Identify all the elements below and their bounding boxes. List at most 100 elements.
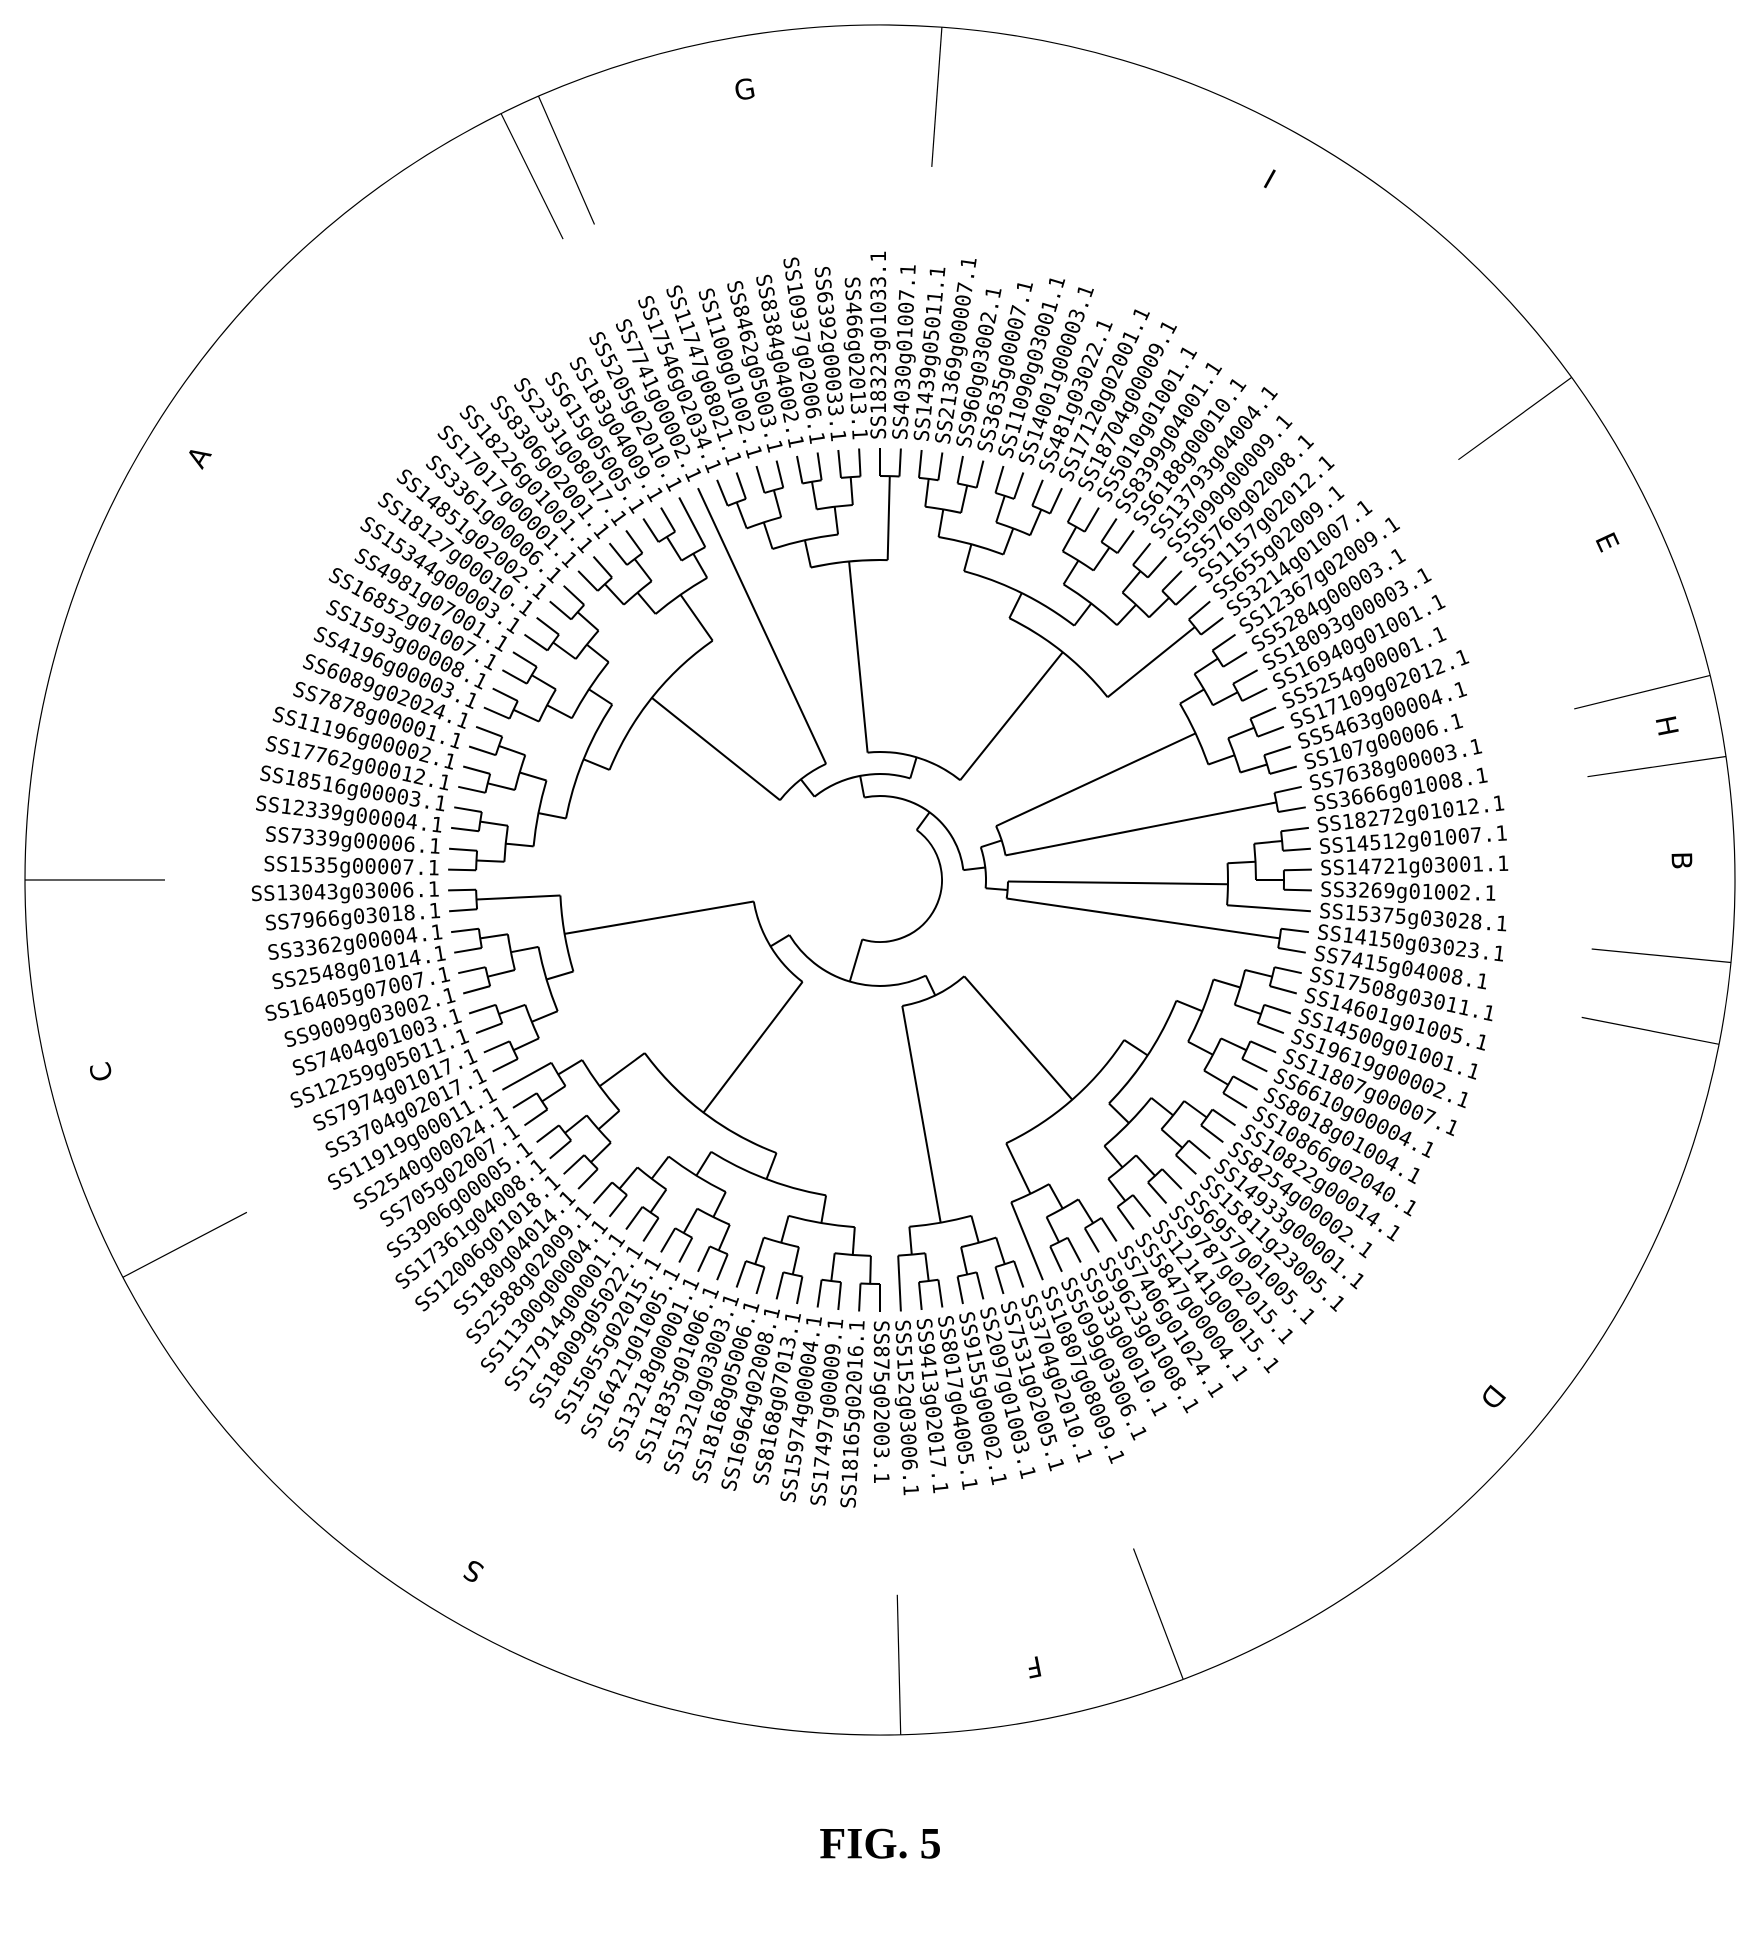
branch-arc xyxy=(925,505,962,514)
branch xyxy=(918,1282,923,1311)
branch xyxy=(820,1195,828,1224)
clade-label: B xyxy=(1665,851,1698,871)
clade-boundary xyxy=(500,113,564,240)
branch xyxy=(775,1272,785,1300)
branch xyxy=(1077,1198,1095,1224)
branch xyxy=(1269,985,1298,995)
branch xyxy=(837,449,842,478)
branch xyxy=(1250,706,1277,720)
branch xyxy=(536,1124,560,1144)
branch xyxy=(480,933,509,940)
branch xyxy=(592,555,613,579)
branch xyxy=(1211,1108,1237,1127)
tree-branches xyxy=(448,448,1312,1312)
branch xyxy=(1183,1100,1208,1119)
branch-arc xyxy=(1280,831,1284,851)
branch-arc xyxy=(586,1114,612,1144)
branch xyxy=(735,501,748,529)
branch-arc xyxy=(1263,754,1271,775)
branch xyxy=(1227,726,1255,740)
branch xyxy=(564,900,754,935)
branch xyxy=(1241,1058,1268,1073)
branch xyxy=(650,1155,670,1180)
branch xyxy=(762,522,774,550)
branch xyxy=(770,934,790,948)
branch xyxy=(1227,860,1256,865)
clade-sector-arc xyxy=(1718,962,1732,1045)
branch xyxy=(1116,1206,1135,1231)
branch xyxy=(1212,691,1239,707)
branch-arc xyxy=(1233,969,1247,1006)
branch xyxy=(577,570,599,592)
branch-arc xyxy=(546,634,560,652)
clade-sector-arc xyxy=(900,1678,1184,1736)
branch xyxy=(618,1166,639,1190)
branch xyxy=(665,536,683,562)
branch xyxy=(1240,763,1268,774)
branch xyxy=(1257,1022,1285,1035)
branch xyxy=(475,1022,503,1035)
branch xyxy=(1132,1194,1152,1218)
branch-arc xyxy=(1147,1168,1163,1184)
figure-caption: FIG. 5 xyxy=(819,1819,942,1868)
branch xyxy=(1092,546,1111,572)
branch xyxy=(1220,1037,1247,1052)
branch xyxy=(592,1181,613,1205)
branch xyxy=(457,966,486,975)
branch xyxy=(1187,1040,1214,1056)
branch xyxy=(1188,1139,1211,1160)
branch xyxy=(1049,1245,1063,1273)
branch-arc xyxy=(1132,564,1149,579)
branch xyxy=(791,1246,800,1275)
clade-label: E xyxy=(1588,527,1625,557)
branch xyxy=(692,553,709,579)
branch xyxy=(531,674,557,691)
branch xyxy=(1250,1040,1277,1054)
branch xyxy=(1161,570,1183,592)
branch xyxy=(780,1215,790,1244)
branch xyxy=(1061,526,1078,552)
branch xyxy=(563,1154,585,1175)
branch-arc xyxy=(1241,1040,1252,1060)
branch xyxy=(963,543,973,572)
branch xyxy=(608,1194,628,1218)
branch xyxy=(963,975,1074,1101)
branch xyxy=(523,633,549,652)
branch xyxy=(492,1058,519,1073)
branch xyxy=(811,481,818,510)
branch xyxy=(1049,487,1063,515)
branch-arc xyxy=(957,1271,977,1278)
branch xyxy=(546,970,574,981)
branch xyxy=(735,1260,747,1288)
branch xyxy=(498,744,526,757)
branch xyxy=(1147,1181,1168,1205)
branch xyxy=(837,1282,842,1311)
branch xyxy=(480,820,509,827)
clade-label: H xyxy=(1648,713,1684,740)
branch xyxy=(1283,888,1312,892)
branch xyxy=(849,477,854,506)
branch-arc xyxy=(864,795,965,871)
branch xyxy=(908,1226,913,1255)
branch xyxy=(1029,509,1043,536)
branch xyxy=(1116,529,1135,554)
branch xyxy=(1013,1260,1025,1288)
branch-arc xyxy=(727,497,747,507)
branch-arc xyxy=(709,1245,729,1256)
branch xyxy=(1263,1003,1292,1015)
branch xyxy=(1031,479,1044,507)
branch xyxy=(1013,472,1025,500)
branch xyxy=(1278,806,1306,813)
clade-boundary xyxy=(1458,376,1573,461)
branch xyxy=(492,687,519,702)
branch xyxy=(1278,947,1306,954)
branch xyxy=(1066,497,1082,523)
leaf-label: SS875g02003.1 xyxy=(869,1320,893,1484)
branch-arc xyxy=(626,552,644,566)
branch xyxy=(1107,1178,1127,1202)
branch-arc xyxy=(538,688,557,723)
branch xyxy=(898,448,902,477)
branch-arc xyxy=(524,1004,540,1039)
branch xyxy=(649,1188,668,1214)
branch xyxy=(576,611,600,632)
